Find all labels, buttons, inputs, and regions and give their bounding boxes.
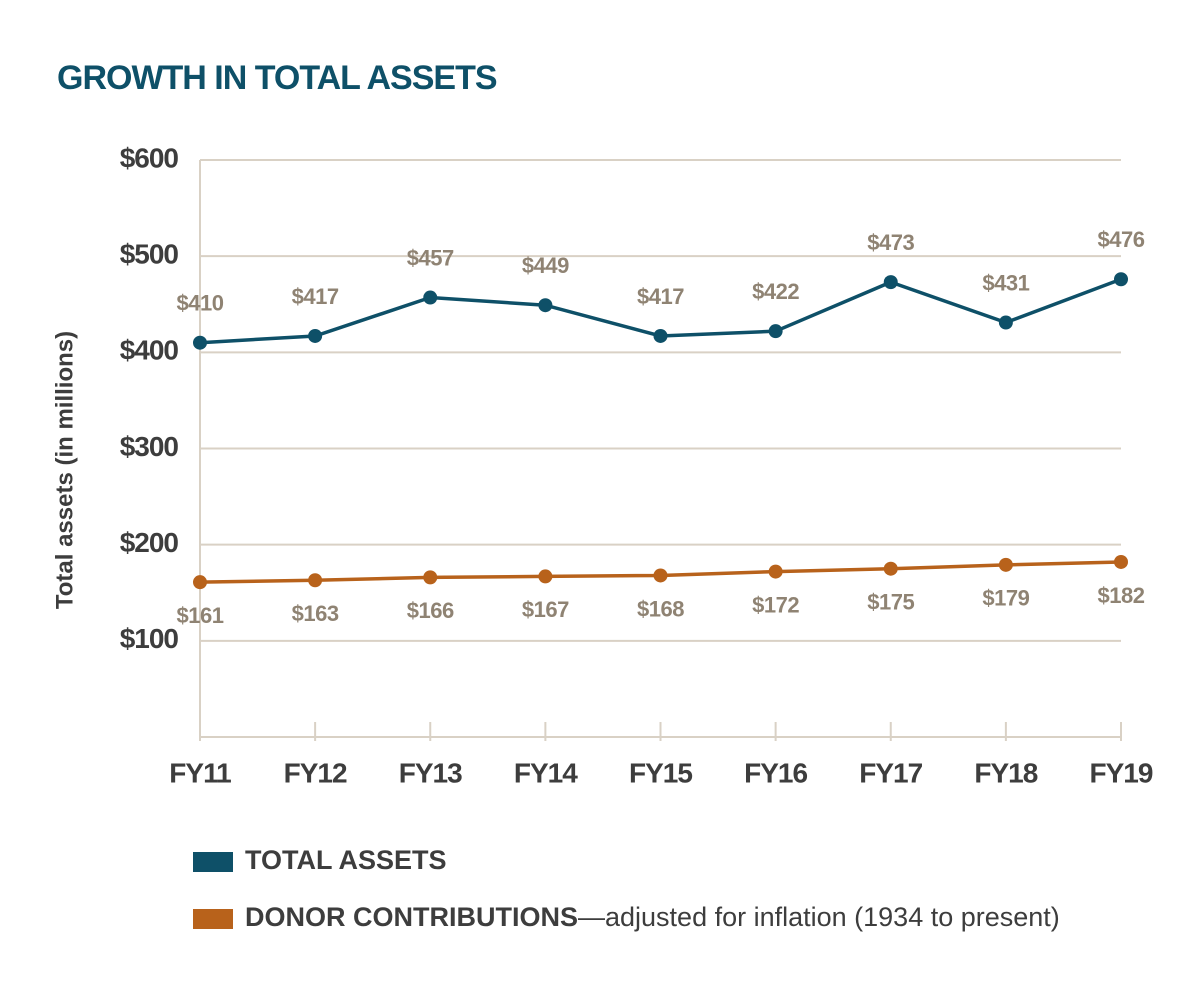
- data-label: $182: [1098, 583, 1145, 608]
- data-point: [423, 570, 438, 585]
- data-label: $167: [522, 597, 569, 622]
- data-label: $163: [292, 601, 339, 626]
- x-tick-label: FY17: [859, 757, 922, 788]
- legend-swatch: [193, 909, 233, 929]
- legend-swatch: [193, 852, 233, 872]
- data-point: [308, 573, 323, 588]
- data-point: [538, 298, 553, 313]
- y-tick-label: $400: [120, 335, 179, 366]
- data-point: [423, 290, 438, 305]
- data-label: $410: [177, 291, 224, 316]
- data-label: $175: [867, 590, 914, 615]
- y-tick-label: $600: [120, 142, 179, 173]
- data-label: $172: [752, 592, 799, 617]
- data-label: $417: [292, 284, 339, 309]
- data-label: $417: [637, 284, 684, 309]
- data-label: $476: [1098, 227, 1145, 252]
- y-tick-label: $100: [120, 623, 179, 654]
- x-tick-label: FY12: [284, 757, 347, 788]
- data-point: [883, 561, 898, 576]
- legend-note: —adjusted for inflation (1934 to present…: [578, 902, 1060, 932]
- data-point: [193, 575, 207, 590]
- legend-name: DONOR CONTRIBUTIONS: [245, 902, 578, 932]
- data-point: [1114, 554, 1128, 569]
- x-tick-label: FY13: [399, 757, 462, 788]
- data-point: [308, 328, 323, 343]
- data-point: [193, 335, 207, 350]
- x-tick-label: FY18: [974, 757, 1037, 788]
- chart-title: GROWTH IN TOTAL ASSETS: [57, 59, 497, 97]
- data-point: [998, 557, 1013, 572]
- data-point: [653, 328, 668, 343]
- data-label: $161: [177, 603, 224, 628]
- data-point: [653, 568, 668, 583]
- data-point: [883, 275, 898, 290]
- legend-entry: TOTAL ASSETS: [245, 845, 447, 875]
- y-axis-label: Total assets (in millions): [51, 331, 78, 609]
- data-label: $166: [407, 598, 454, 623]
- legend-name: TOTAL ASSETS: [245, 845, 447, 875]
- x-tick-label: FY19: [1090, 757, 1153, 788]
- data-point: [1114, 272, 1128, 287]
- data-point: [768, 564, 783, 579]
- x-tick-label: FY14: [514, 757, 578, 788]
- data-label: $422: [752, 279, 799, 304]
- data-label: $457: [407, 245, 454, 270]
- legend-entry: DONOR CONTRIBUTIONS—adjusted for inflati…: [245, 902, 1060, 932]
- data-label: $179: [982, 586, 1029, 611]
- x-tick-label: FY15: [629, 757, 692, 788]
- y-tick-label: $300: [120, 431, 179, 462]
- data-label: $168: [637, 596, 684, 621]
- x-tick-label: FY16: [744, 757, 807, 788]
- data-point: [768, 324, 783, 339]
- data-point: [538, 569, 553, 584]
- data-label: $449: [522, 253, 569, 278]
- x-tick-label: FY11: [169, 757, 231, 788]
- y-tick-label: $500: [120, 239, 179, 270]
- data-label: $431: [982, 270, 1029, 295]
- data-label: $473: [867, 230, 914, 255]
- data-point: [998, 315, 1013, 330]
- y-tick-label: $200: [120, 527, 179, 558]
